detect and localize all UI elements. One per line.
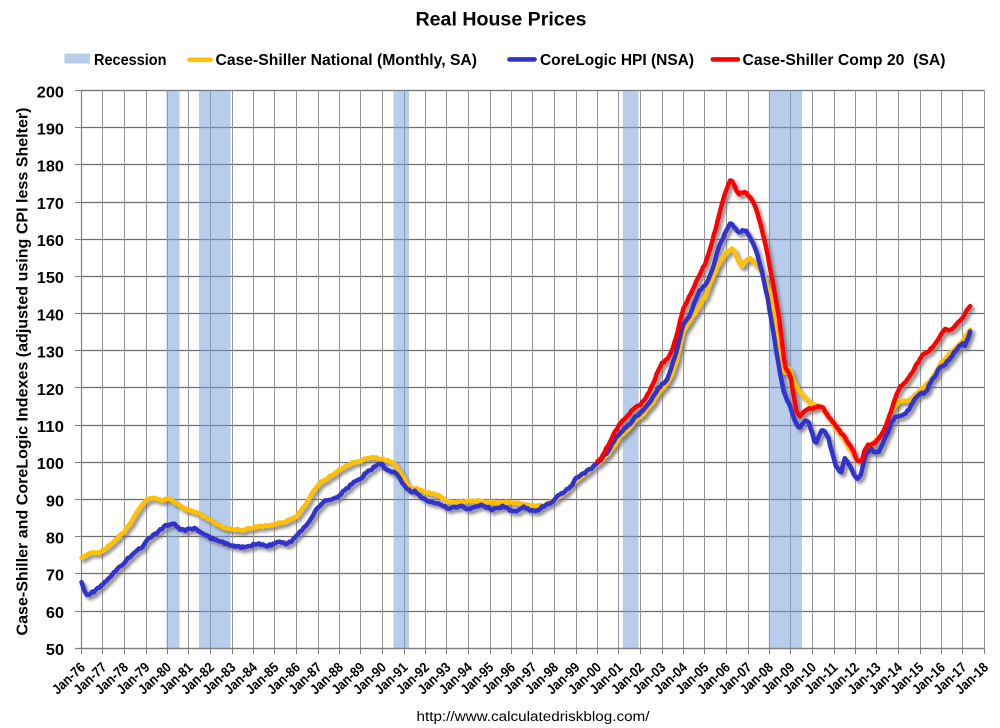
svg-text:80: 80 xyxy=(46,531,64,548)
svg-text:100: 100 xyxy=(37,456,64,473)
svg-text:190: 190 xyxy=(37,122,64,139)
svg-text:Case-Shiller Comp 20 (SA): Case-Shiller Comp 20 (SA) xyxy=(743,52,946,69)
svg-text:150: 150 xyxy=(37,270,64,287)
svg-text:50: 50 xyxy=(46,642,64,659)
svg-text:130: 130 xyxy=(37,345,64,362)
svg-text:60: 60 xyxy=(46,605,64,622)
svg-text:180: 180 xyxy=(37,159,64,176)
svg-text:70: 70 xyxy=(46,568,64,585)
svg-text:90: 90 xyxy=(46,493,64,510)
svg-text:CoreLogic HPI (NSA): CoreLogic HPI (NSA) xyxy=(540,52,694,69)
svg-text:170: 170 xyxy=(37,196,64,213)
svg-text:Case-Shiller and CoreLogic Ind: Case-Shiller and CoreLogic Indexes (adju… xyxy=(15,108,32,636)
svg-text:120: 120 xyxy=(37,382,64,399)
svg-text:http://www.calculatedriskblog.: http://www.calculatedriskblog.com/ xyxy=(417,709,650,724)
svg-text:110: 110 xyxy=(37,419,64,436)
svg-text:Recession: Recession xyxy=(94,52,167,69)
svg-text:200: 200 xyxy=(37,84,64,101)
svg-text:Case-Shiller National (Monthly: Case-Shiller National (Monthly, SA) xyxy=(216,52,478,69)
svg-text:160: 160 xyxy=(37,233,64,250)
svg-text:140: 140 xyxy=(37,307,64,324)
svg-text:Real House Prices: Real House Prices xyxy=(416,9,587,31)
